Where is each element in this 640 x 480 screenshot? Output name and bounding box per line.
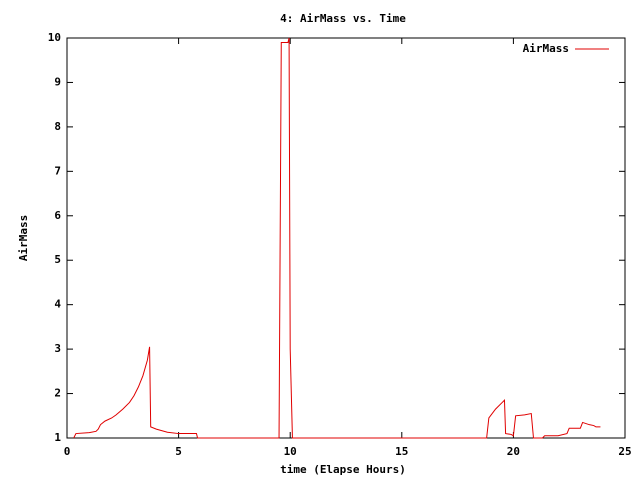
y-tick-label: 10 bbox=[48, 31, 61, 44]
y-tick-label: 5 bbox=[54, 253, 61, 266]
y-tick-label: 8 bbox=[54, 120, 61, 133]
data-line bbox=[73, 37, 601, 439]
y-tick-label: 6 bbox=[54, 209, 61, 222]
y-tick-label: 7 bbox=[54, 164, 61, 177]
y-tick-label: 9 bbox=[54, 75, 61, 88]
legend-label: AirMass bbox=[523, 42, 569, 55]
x-tick-label: 15 bbox=[395, 445, 408, 458]
y-axis-label: AirMass bbox=[17, 215, 30, 261]
y-tick-label: 2 bbox=[54, 387, 61, 400]
x-tick-label: 5 bbox=[175, 445, 182, 458]
x-axis-label: time (Elapse Hours) bbox=[280, 463, 406, 476]
x-tick-label: 10 bbox=[284, 445, 297, 458]
chart-title: 4: AirMass vs. Time bbox=[280, 12, 406, 25]
y-tick-label: 4 bbox=[54, 298, 61, 311]
y-tick-label: 1 bbox=[54, 431, 61, 444]
y-tick-label: 3 bbox=[54, 342, 61, 355]
x-tick-label: 25 bbox=[618, 445, 631, 458]
x-tick-label: 0 bbox=[64, 445, 71, 458]
x-tick-label: 20 bbox=[507, 445, 520, 458]
